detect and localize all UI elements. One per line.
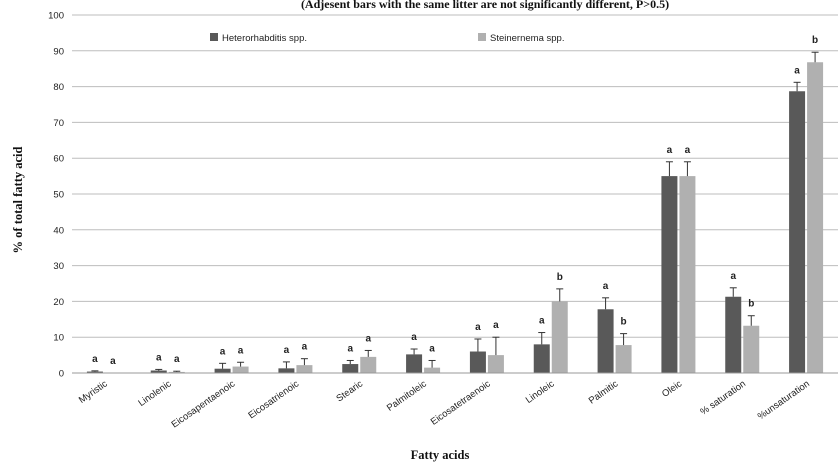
gridlines (72, 14, 838, 338)
significance-letter: b (748, 299, 754, 310)
x-tick-label: Eicosatetraenoic (429, 378, 493, 427)
x-tick-label: % saturation (698, 378, 748, 417)
bar-series-2 (232, 366, 249, 373)
significance-letter: a (429, 343, 435, 354)
y-tick-label: 80 (53, 82, 64, 93)
bars (86, 62, 824, 373)
significance-letter: a (411, 332, 417, 343)
y-tick-label: 60 (53, 154, 64, 165)
x-axis-title: Fatty acids (411, 448, 470, 462)
bar-series-1 (661, 176, 678, 373)
significance-letter: a (156, 352, 162, 363)
y-tick-label: 10 (53, 333, 64, 344)
significance-letter: a (238, 345, 244, 356)
significance-letter: a (685, 145, 691, 156)
significance-letter: a (110, 356, 116, 367)
y-tick-label: 20 (53, 297, 64, 308)
significance-letter: a (667, 145, 673, 156)
bar-series-2 (360, 356, 377, 373)
bar-series-2 (168, 371, 185, 373)
bar-series-2 (424, 367, 441, 373)
bar-series-1 (469, 351, 486, 373)
significance-letter: a (730, 271, 736, 282)
significance-letter: a (794, 65, 800, 76)
significance-letter: a (347, 343, 353, 354)
significance-letter: a (302, 342, 308, 353)
legend-swatch-series-2 (478, 33, 486, 41)
bar-series-2 (551, 301, 568, 373)
significance-letter: a (475, 322, 481, 333)
legend: Heterorhabditis spp. Steinernema spp. (210, 33, 564, 44)
x-tick-label: Eicosapentaenoic (170, 378, 238, 430)
significance-letter: b (812, 35, 818, 46)
bar-series-2 (743, 325, 760, 373)
y-axis-title: % of total fatty acid (11, 146, 25, 253)
y-tick-label: 100 (48, 11, 64, 22)
legend-swatch-series-1 (210, 33, 218, 41)
bar-series-1 (278, 368, 295, 373)
x-tick-label: Myristic (77, 378, 110, 406)
chart-subtitle: (Adjesent bars with the same litter are … (301, 0, 669, 11)
bar-series-1 (597, 309, 614, 373)
significance-letter: a (220, 346, 226, 357)
bar-series-1 (214, 368, 231, 373)
legend-label-series-2: Steinernema spp. (490, 33, 564, 44)
significance-letter: a (493, 320, 499, 331)
y-tick-label: 40 (53, 225, 64, 236)
significance-letter: b (557, 272, 563, 283)
x-tick-label: %unsaturation (756, 378, 812, 422)
bar-series-2 (296, 365, 313, 373)
bar-series-1 (150, 370, 167, 373)
significance-letter: b (621, 317, 627, 328)
significance-letter: a (174, 354, 180, 365)
bar-series-1 (342, 364, 359, 373)
x-tick-label: Linoleic (524, 378, 557, 406)
significance-letter: a (284, 345, 290, 356)
significance-letter: a (92, 354, 98, 365)
x-tick-label: Stearic (334, 378, 365, 404)
x-tick-label: Linolenic (136, 378, 173, 409)
bar-series-1 (406, 354, 423, 373)
x-tick-label: Eicosatrienoic (246, 378, 301, 421)
bar-series-1 (86, 371, 103, 373)
y-tick-label: 0 (59, 369, 64, 380)
x-tick-label: Palmitic (587, 378, 621, 406)
bar-series-1 (789, 91, 806, 373)
y-tick-label: 50 (53, 190, 64, 201)
bar-series-1 (533, 344, 550, 373)
x-tick-label: Palmitoleic (385, 378, 429, 413)
bar-series-2 (615, 345, 632, 373)
y-tick-label: 90 (53, 46, 64, 57)
y-tick-label: 70 (53, 118, 64, 129)
legend-label-series-1: Heterorhabditis spp. (222, 33, 307, 44)
bar-series-2 (487, 355, 504, 373)
y-tick-label: 30 (53, 261, 64, 272)
y-axis-ticks: 0 10 20 30 40 50 60 70 80 90 100 (48, 11, 64, 380)
x-tick-label: Oleic (660, 378, 684, 400)
significance-letter: a (365, 333, 371, 344)
significance-letter: a (603, 281, 609, 292)
error-bars (91, 51, 819, 372)
bar-series-2 (807, 62, 824, 373)
significance-letters: a a a a a a a a a a a a a a a b a b a a a b a b (92, 35, 818, 367)
bar-series-1 (725, 296, 742, 373)
significance-letter: a (539, 316, 545, 327)
bar-series-2 (679, 176, 696, 373)
